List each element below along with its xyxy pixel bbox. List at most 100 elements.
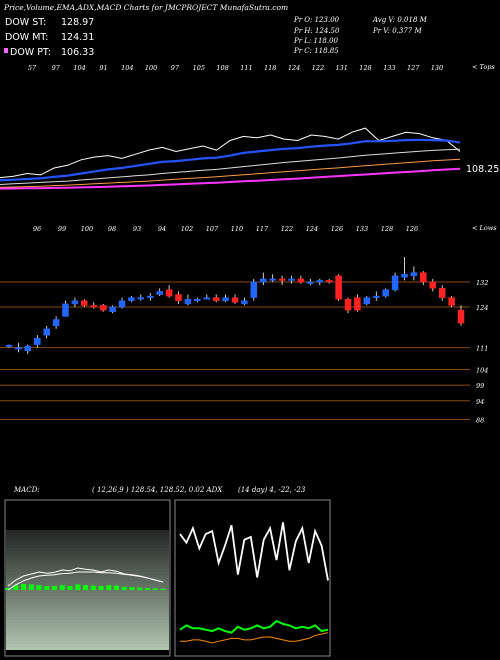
lows-label: 126 [331, 225, 343, 233]
tops-label: 97 [171, 64, 180, 72]
candle-body [354, 297, 361, 311]
candle-body [212, 297, 220, 301]
price-tick-label: 132 [476, 279, 488, 287]
macd-band [6, 593, 169, 596]
macd-band [6, 530, 169, 533]
candle [410, 266, 418, 281]
plus-di-line [179, 619, 329, 634]
tops-label: 104 [121, 64, 133, 72]
adx-frame [174, 499, 331, 657]
candle-body [5, 344, 13, 347]
macd-hist-bar [152, 588, 158, 590]
candle-body [438, 288, 446, 298]
price-line [0, 127, 461, 179]
macd-band [6, 605, 169, 608]
ema-value-label: 108.25 [466, 164, 499, 175]
candle-body [15, 347, 22, 350]
legend-mt-label: DOW MT: [5, 32, 48, 43]
tops-label: 57 [28, 64, 37, 72]
tops-label: 97 [52, 64, 61, 72]
macd-hist-bar [67, 586, 73, 590]
candle [363, 296, 371, 306]
candle-body [363, 297, 371, 305]
candle-body [297, 278, 305, 283]
candle-body [401, 273, 408, 278]
macd-band [6, 599, 169, 602]
candle [438, 285, 446, 301]
legend-pt-value: 106.33 [61, 47, 94, 58]
macd-band [6, 539, 169, 542]
candle [382, 288, 389, 298]
lows-label: 117 [256, 225, 269, 233]
candle [307, 278, 314, 286]
ema-slow-line [0, 158, 461, 188]
candle [288, 275, 295, 284]
candle [175, 291, 182, 304]
macd-hist-bar [21, 584, 26, 590]
macd-hist-bar [5, 588, 11, 590]
candle-body [194, 298, 201, 302]
candle [231, 294, 239, 304]
candle [373, 291, 380, 301]
tops-label: 108 [216, 64, 228, 72]
macd-hist-bar [83, 585, 88, 590]
adx-lines [179, 522, 329, 644]
candle-body [52, 319, 60, 327]
macd-hist-bar [114, 585, 119, 590]
macd-hist-bar [129, 587, 135, 590]
candle-body [222, 297, 229, 301]
candle [429, 278, 437, 292]
macd-lines [5, 567, 166, 591]
macd-band [6, 554, 169, 557]
candle-body [175, 294, 182, 302]
macd-hist-bar [44, 586, 50, 590]
candle-body [34, 338, 41, 345]
candle-body [288, 278, 295, 281]
macd-band [6, 557, 169, 560]
price-stats: Pr O: 123.00 Pr H: 124.50 Pr L: 118.00 P… [293, 16, 428, 55]
candle [420, 271, 427, 286]
stat-low: Pr L: 118.00 [293, 37, 339, 45]
candle [354, 294, 361, 312]
candle [15, 342, 22, 353]
stat-avg-volume: Avg V: 0.018 M [372, 16, 428, 24]
macd-gradient [6, 530, 169, 650]
signal-line [7, 571, 164, 591]
macd-band [6, 641, 169, 644]
price-tick-label: 104 [476, 367, 488, 375]
lows-label: 94 [158, 225, 166, 233]
candle [34, 335, 41, 348]
candle [109, 305, 116, 314]
macd-band [6, 560, 169, 563]
macd-hist-bar [59, 585, 65, 590]
ema-lines [0, 127, 461, 190]
macd-hist-bar [145, 588, 150, 590]
price-panel: < Lows 96 99 100 98 93 94 102 107 110 117 122 124 12… [0, 224, 497, 425]
tops-label: 91 [99, 64, 107, 72]
legend-pt-label: DOW PT: [10, 47, 51, 58]
price-grid: 132 124 111 104 99 94 88 [0, 279, 488, 425]
candle-body [203, 297, 211, 300]
macd-band [6, 632, 169, 635]
price-tick-label: 88 [476, 417, 484, 425]
macd-band [6, 638, 169, 641]
macd-band [6, 569, 169, 572]
candle-body [165, 289, 173, 297]
macd-band [6, 575, 169, 578]
candle [128, 296, 135, 303]
candle [269, 274, 276, 282]
candle-body [62, 303, 69, 317]
stat-prev-volume: Pr V: 0.377 M [372, 27, 422, 35]
macd-band [6, 551, 169, 554]
macd-hist-bar [52, 586, 57, 590]
candle-body [316, 280, 324, 283]
candle [212, 294, 220, 303]
adx-panel [174, 499, 331, 657]
ema-fast-line [0, 138, 461, 182]
macd-hist-bar [98, 586, 104, 590]
tops-label: 104 [73, 64, 85, 72]
tops-label: 105 [193, 64, 205, 72]
chart-title: Price,Volume,EMA,ADX,MACD Charts for JMC… [3, 3, 288, 12]
legend-st-label: DOW ST: [5, 17, 46, 28]
